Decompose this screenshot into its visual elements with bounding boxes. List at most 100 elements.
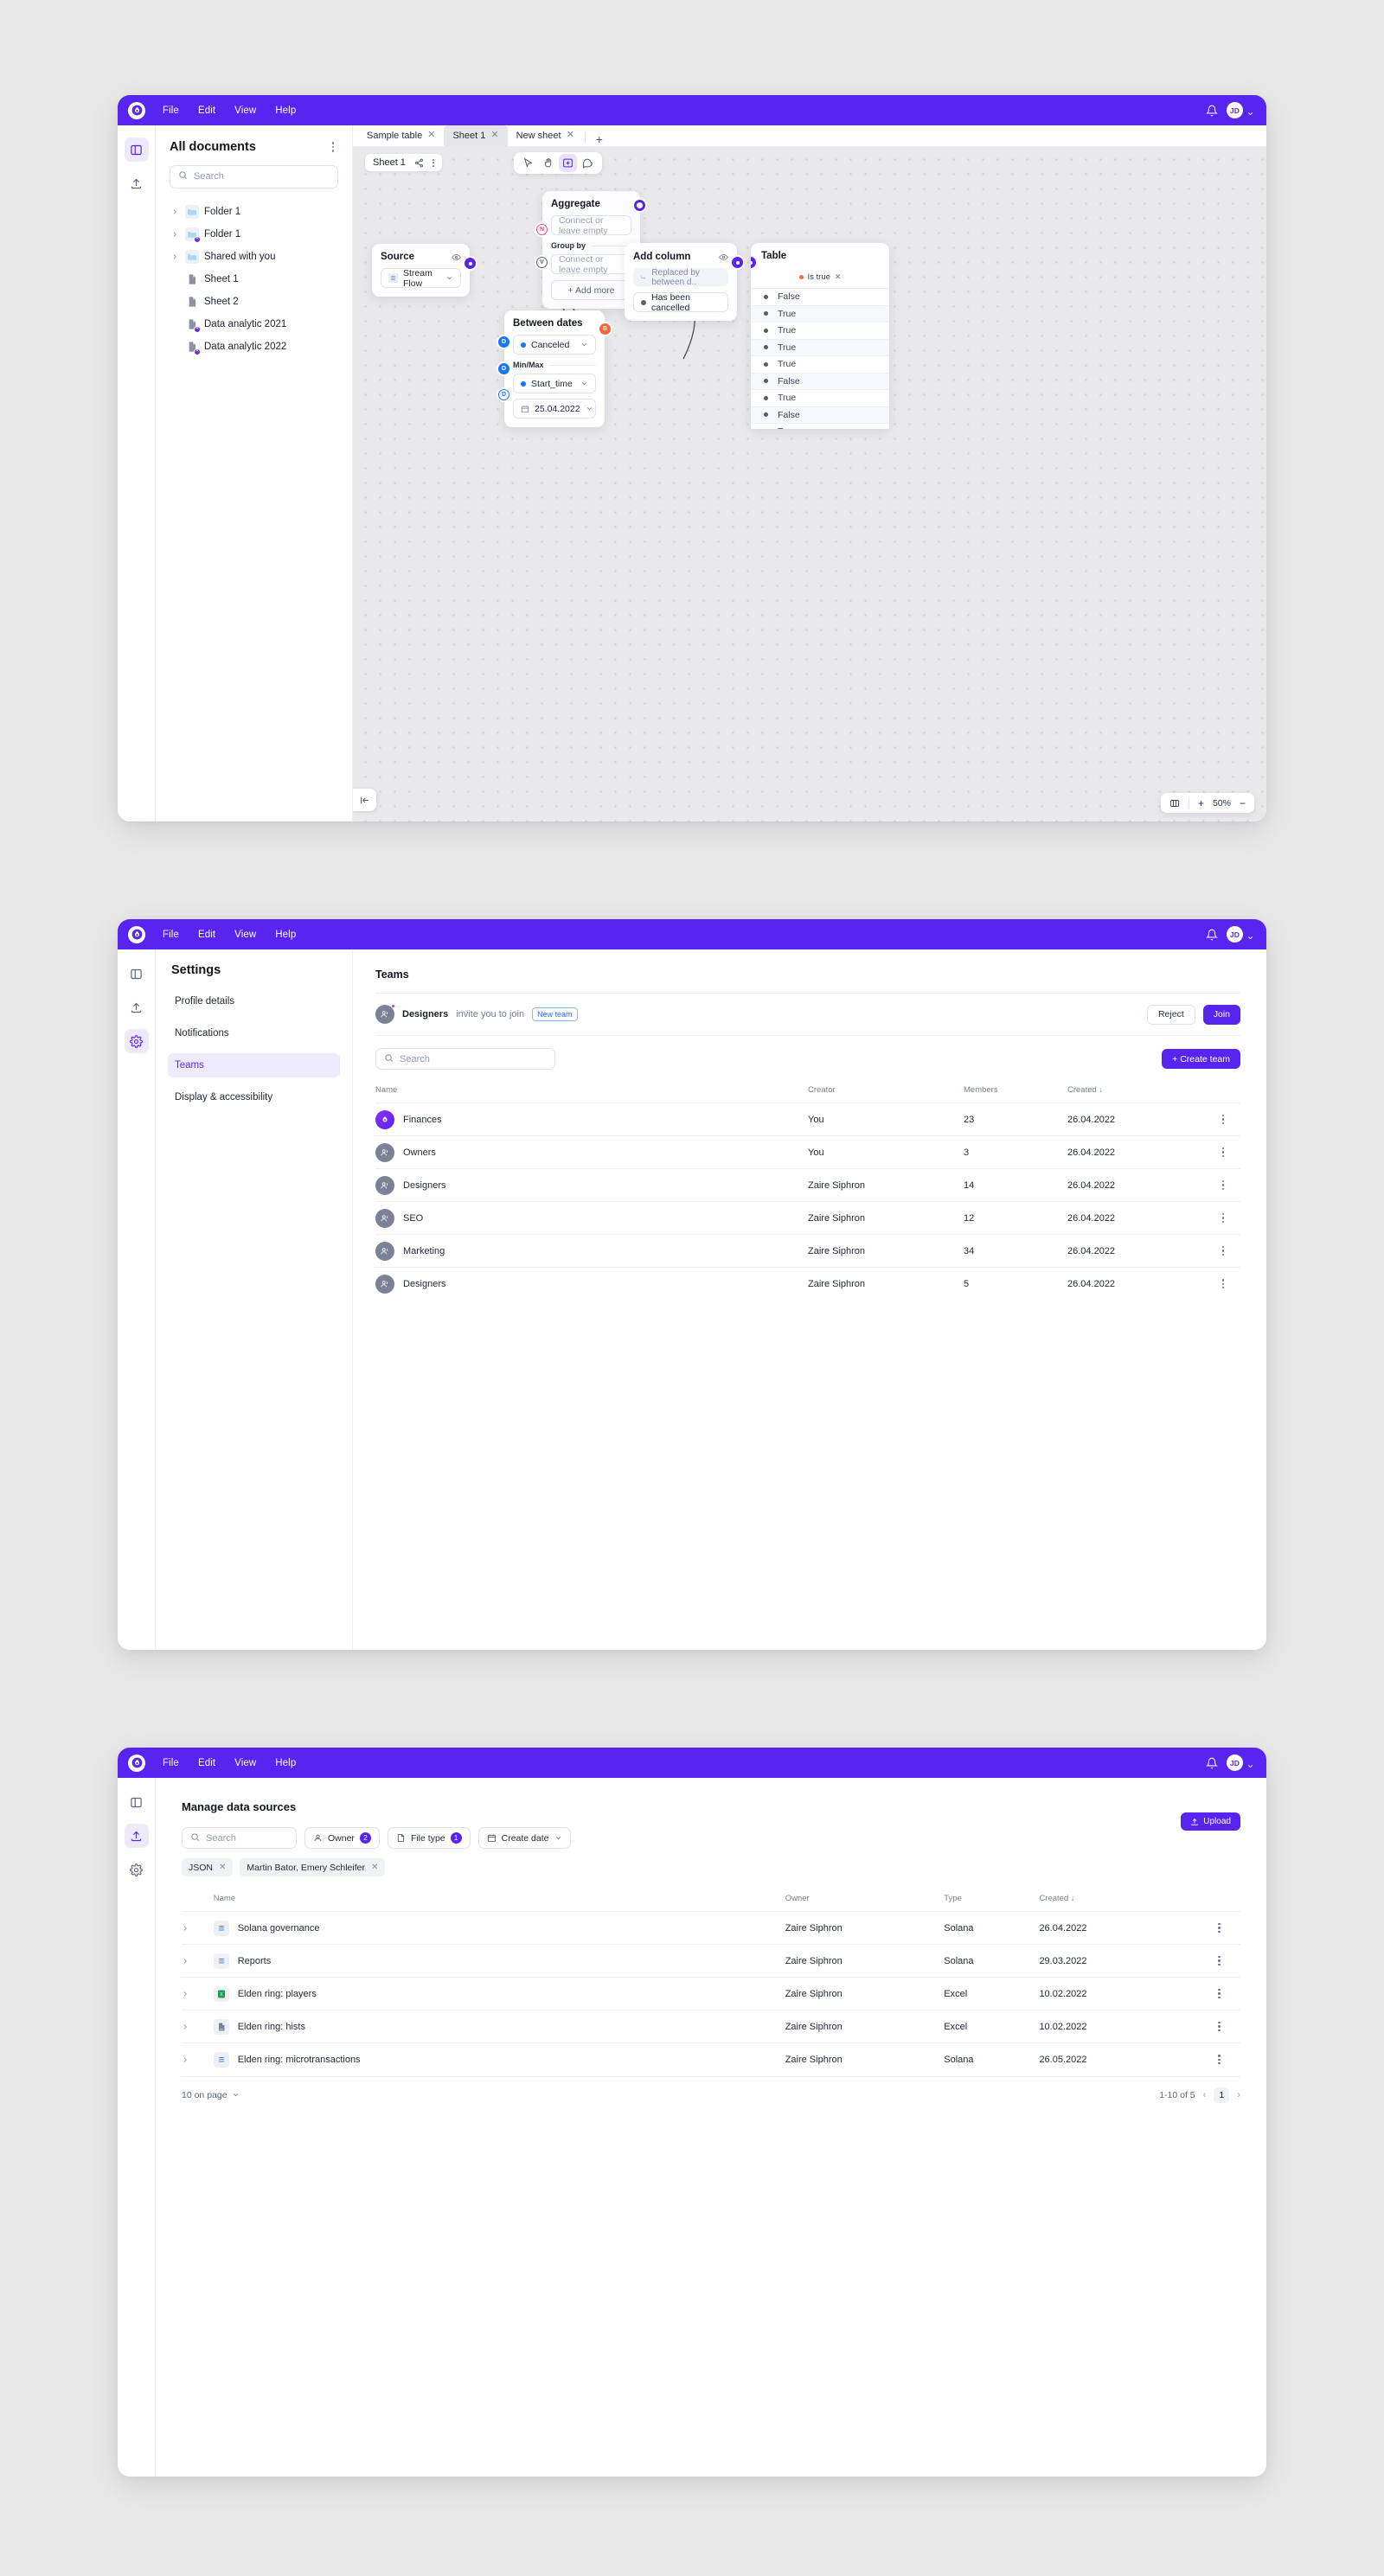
tree-item[interactable]: Folder 1 [170,201,338,223]
menu-file[interactable]: File [163,105,179,116]
row-more-button[interactable] [1206,1147,1240,1158]
table-row[interactable]: Designers Zaire Siphron 5 26.04.2022 [375,1267,1240,1301]
tree-item[interactable]: Sheet 1 [170,268,338,291]
rail-panel-button[interactable] [125,1790,149,1814]
notification-bell-icon[interactable] [1206,1757,1218,1769]
table-row[interactable]: Elden ring: microtransactions Zaire Siphr… [182,2042,1240,2076]
page-number[interactable]: 1 [1214,2087,1230,2103]
sheet-tab[interactable]: New sheet ✕ [508,125,583,146]
sheet-tab[interactable]: Sample table ✕ [358,125,444,146]
menu-view[interactable]: View [234,105,257,116]
th-creator[interactable]: Creator [808,1085,836,1095]
row-more-button[interactable] [1198,2021,1240,2032]
th-created[interactable]: Created ↓ [1067,1085,1103,1095]
data-sources-search-input[interactable] [206,1832,288,1844]
eye-icon[interactable] [719,252,728,262]
aggregate-add-more-button[interactable]: + Add more [551,280,631,300]
search-input[interactable] [194,171,330,182]
chevron-right-icon[interactable] [171,231,180,238]
close-icon[interactable]: ✕ [566,130,574,140]
rail-upload-button[interactable] [125,995,149,1020]
sheet-tab[interactable]: Sheet 1 ✕ [444,125,508,146]
between-dates-port-d3[interactable]: D [498,389,509,400]
rail-upload-button[interactable] [125,171,149,195]
row-more-button[interactable] [1206,1245,1240,1256]
chevron-right-icon[interactable] [182,2023,190,2030]
settings-nav-item[interactable]: Notifications [168,1021,340,1045]
th-type[interactable]: Type [944,1894,962,1903]
menu-help[interactable]: Help [275,105,297,116]
add-node-icon[interactable] [559,154,577,172]
close-icon[interactable]: ✕ [490,130,499,140]
aggregate-port-n[interactable]: N [536,224,548,235]
filter-owner-button[interactable]: Owner 2 [304,1827,380,1849]
next-page-button[interactable]: › [1237,2089,1240,2100]
zoom-out-button[interactable]: − [1239,796,1246,809]
data-sources-search[interactable] [182,1827,297,1849]
zoom-in-button[interactable]: + [1197,796,1204,809]
close-icon[interactable]: ✕ [219,1863,227,1872]
sheet-more-button[interactable] [432,158,434,167]
table-row[interactable]: Owners You 3 26.04.2022 [375,1135,1240,1169]
columns-icon[interactable] [1169,798,1180,809]
upload-button[interactable]: Upload [1181,1812,1240,1831]
settings-nav-item[interactable]: Teams [168,1053,340,1077]
filter-filetype-button[interactable]: File type 1 [387,1827,471,1849]
th-members[interactable]: Members [964,1085,998,1095]
table-row[interactable]: Reports Zaire Siphron Solana 29.03.2022 [182,1944,1240,1978]
settings-nav-item[interactable]: Display & accessibility [168,1085,340,1109]
chevron-right-icon[interactable] [182,1958,190,1965]
hand-icon[interactable] [539,154,557,172]
close-icon[interactable]: ✕ [370,1863,379,1872]
row-more-button[interactable] [1206,1179,1240,1191]
between-dates-field-2[interactable]: Start_time [513,374,596,393]
sidebar-more-button[interactable] [328,139,339,155]
flow-canvas[interactable]: Sheet 1 [353,147,1266,821]
th-created[interactable]: Created ↓ [1039,1894,1075,1903]
share-icon[interactable] [414,158,424,168]
tree-item[interactable]: ✕ Folder 1 [170,223,338,246]
table-row[interactable]: X Elden ring: players Zaire Siphron Excel 10… [182,1977,1240,2010]
settings-nav-item[interactable]: Profile details [168,989,340,1013]
user-menu[interactable]: JD [1227,102,1254,118]
node-add-column[interactable]: Add column Replaced by between d.. Has b… [625,243,743,321]
between-dates-field-1[interactable]: Canceled [513,335,596,355]
tree-item[interactable]: ✕ Data analytic 2021 [170,313,338,336]
notification-bell-icon[interactable] [1206,929,1218,941]
between-dates-port-d2[interactable]: D [498,363,509,374]
tree-item[interactable]: Sheet 2 [170,291,338,313]
menu-edit[interactable]: Edit [197,1757,216,1768]
tree-item[interactable]: ✕ Data analytic 2022 [170,336,338,358]
node-between-dates[interactable]: Between dates Canceled Min/Max Start_tim… [498,310,611,427]
node-table[interactable]: Table Is true ✕ False True True True True Fal… [751,243,889,429]
reject-button[interactable]: Reject [1146,1004,1195,1025]
aggregate-port-v[interactable]: V [536,257,548,268]
add-column-output-port[interactable] [732,257,743,268]
source-output-port[interactable] [465,258,476,269]
table-input-port[interactable] [751,257,756,268]
add-column-value[interactable]: Has been cancelled [633,292,728,313]
source-select[interactable]: Stream Flow [381,268,461,289]
menu-view[interactable]: View [234,929,257,940]
row-more-button[interactable] [1206,1212,1240,1224]
row-more-button[interactable] [1206,1114,1240,1125]
documents-search[interactable] [170,164,338,189]
rail-panel-button[interactable] [124,137,149,162]
th-name[interactable]: Name [375,1085,398,1095]
notification-bell-icon[interactable] [1206,105,1218,117]
teams-search[interactable] [375,1048,555,1070]
eye-icon[interactable] [452,252,461,262]
menu-help[interactable]: Help [275,1757,297,1768]
cursor-icon[interactable] [519,154,537,172]
table-row[interactable]: Solana governance Zaire Siphron Solana 26.0… [182,1911,1240,1945]
rail-settings-button[interactable] [124,1029,149,1053]
menu-view[interactable]: View [234,1757,257,1768]
rail-panel-button[interactable] [125,962,149,986]
table-row[interactable]: csv Elden ring: hists Zaire Siphron Excel 10… [182,2010,1240,2043]
comment-icon[interactable] [579,154,597,172]
user-menu[interactable]: JD [1227,1755,1254,1771]
aggregate-output-port[interactable] [634,200,645,211]
rail-upload-button[interactable] [124,1824,149,1848]
row-more-button[interactable] [1198,1922,1240,1934]
menu-edit[interactable]: Edit [197,105,216,116]
